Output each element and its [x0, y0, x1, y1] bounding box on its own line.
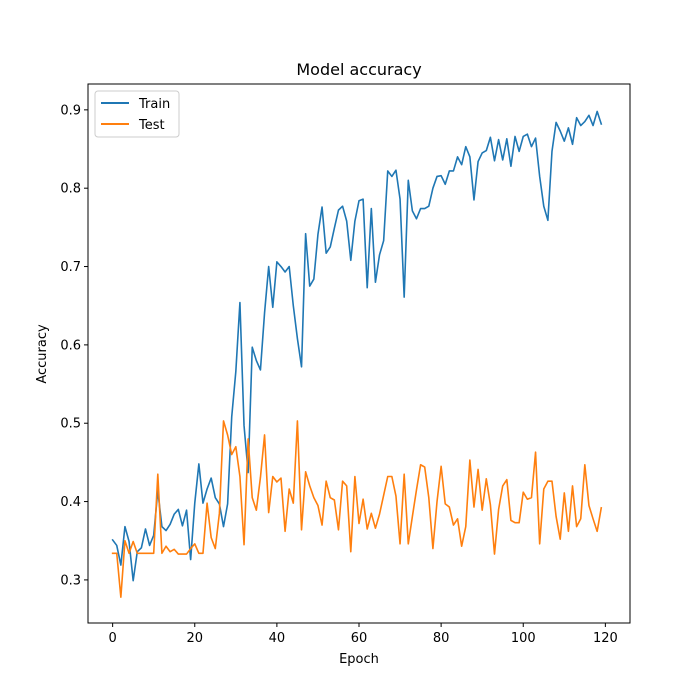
x-tick-label: 60 — [351, 631, 368, 646]
y-tick-label: 0.6 — [60, 338, 81, 353]
x-tick-label: 100 — [511, 631, 536, 646]
x-tick-label: 20 — [186, 631, 203, 646]
series-line-test — [111, 420, 603, 598]
series-line-train — [111, 110, 603, 582]
x-tick-label: 0 — [108, 631, 116, 646]
x-tick-label: 120 — [593, 631, 618, 646]
legend-label-train: Train — [138, 97, 170, 112]
y-axis-label: Accuracy — [35, 324, 50, 384]
x-tick-label: 40 — [269, 631, 286, 646]
y-tick-label: 0.3 — [60, 573, 81, 588]
legend: Train Test — [94, 90, 180, 138]
y-axis: 0.3 0.4 0.5 0.6 0.7 0.8 0.9 — [60, 103, 88, 588]
y-tick-label: 0.8 — [60, 182, 81, 197]
x-tick-label: 80 — [433, 631, 450, 646]
y-tick-label: 0.7 — [60, 260, 81, 275]
x-axis: 0 20 40 60 80 100 120 — [108, 623, 618, 646]
legend-label-test: Test — [138, 118, 165, 133]
plot-lines — [111, 110, 603, 598]
chart-title: Model accuracy — [296, 60, 421, 79]
x-axis-label: Epoch — [339, 652, 379, 667]
y-tick-label: 0.5 — [60, 417, 81, 432]
y-tick-label: 0.9 — [60, 103, 81, 118]
y-tick-label: 0.4 — [60, 495, 81, 510]
